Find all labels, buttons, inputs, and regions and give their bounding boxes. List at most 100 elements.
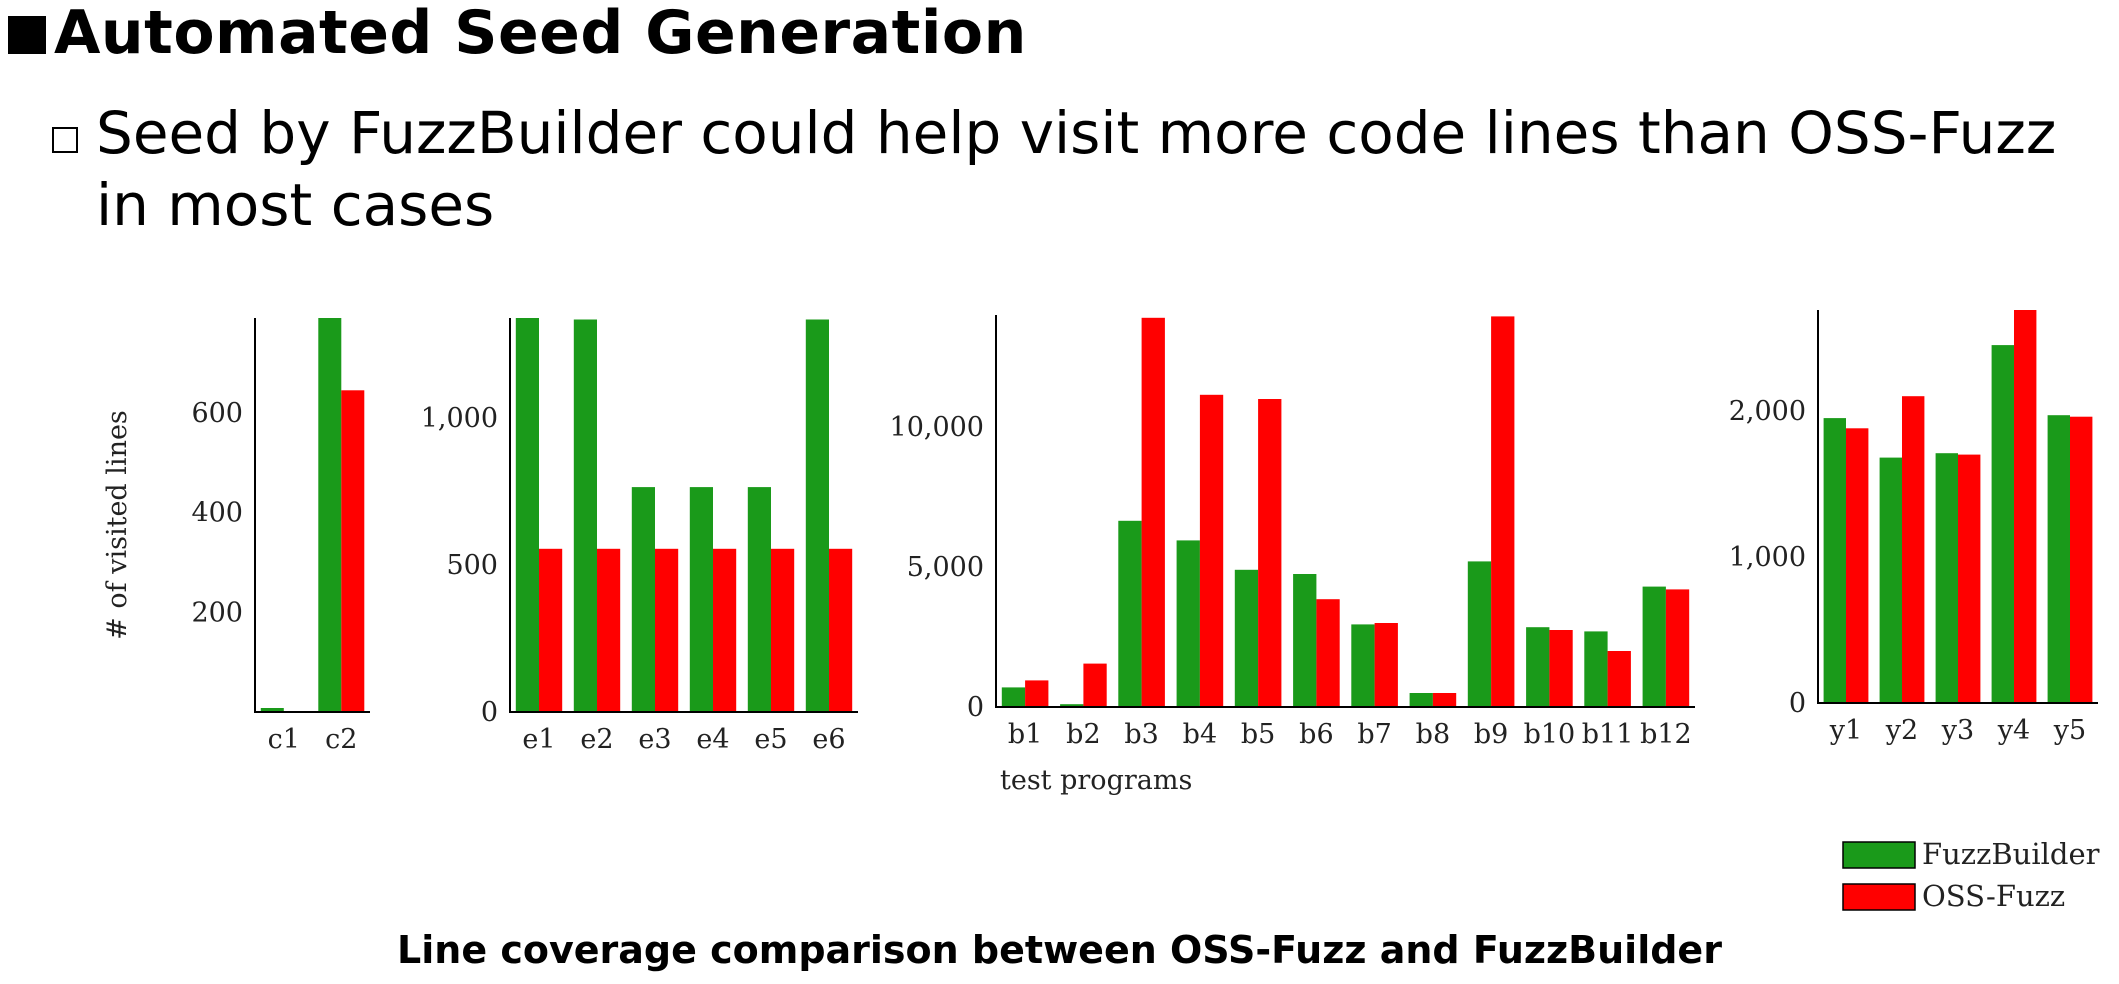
x-tick-label-c1: c1	[268, 724, 300, 755]
bar-oss-fuzz-b12	[1665, 589, 1690, 707]
bar-fuzzbuilder-e5	[747, 487, 771, 712]
y-tick-label-2-1: 500	[446, 550, 498, 581]
y-tick-label-3-0: 0	[967, 692, 984, 723]
y-tick-label-2-0: 0	[481, 697, 498, 728]
bar-oss-fuzz-e1	[539, 548, 563, 712]
legend-swatch-oss-fuzz	[1842, 883, 1916, 911]
y-tick-label-4-1: 1,000	[1729, 542, 1806, 573]
bar-oss-fuzz-b2	[1083, 663, 1107, 707]
bar-fuzzbuilder-b7	[1351, 624, 1375, 707]
title-row: Automated Seed Generation	[8, 0, 1027, 68]
bar-oss-fuzz-b9	[1491, 316, 1515, 707]
slide-title: Automated Seed Generation	[54, 0, 1027, 68]
bar-fuzzbuilder-b1	[1001, 687, 1026, 707]
bar-fuzzbuilder-y4	[1991, 345, 2014, 703]
bar-oss-fuzz-c2	[341, 390, 365, 712]
bar-fuzzbuilder-c1	[260, 708, 284, 712]
x-tick-label-b2: b2	[1066, 719, 1100, 750]
x-tick-label-b11: b11	[1582, 719, 1634, 750]
x-tick-label-e5: e5	[754, 724, 787, 755]
y-tick-label-4-2: 2,000	[1729, 396, 1806, 427]
bar-oss-fuzz-y5	[2070, 416, 2093, 703]
bar-fuzzbuilder-c2	[318, 318, 342, 712]
bar-oss-fuzz-b5	[1258, 399, 1282, 707]
bar-oss-fuzz-e3	[655, 548, 679, 712]
bar-oss-fuzz-y3	[1958, 454, 1981, 703]
bar-fuzzbuilder-b4	[1176, 540, 1200, 707]
bar-fuzzbuilder-y3	[1935, 453, 1958, 703]
legend-label-fuzzbuilder: FuzzBuilder	[1922, 837, 2100, 871]
x-tick-label-e6: e6	[812, 724, 845, 755]
bar-oss-fuzz-e5	[771, 548, 795, 712]
x-tick-label-e2: e2	[580, 724, 613, 755]
y-tick-label-3-1: 5,000	[907, 552, 984, 583]
bar-oss-fuzz-b1	[1025, 680, 1049, 707]
figure-caption: Line coverage comparison between OSS-Fuz…	[397, 928, 1722, 972]
bar-fuzzbuilder-b6	[1293, 574, 1317, 707]
hollow-square-bullet-icon	[52, 127, 78, 153]
x-tick-label-y2: y2	[1885, 715, 1918, 746]
bar-oss-fuzz-b10	[1549, 630, 1573, 707]
bar-oss-fuzz-y4	[2014, 310, 2037, 703]
x-tick-label-b4: b4	[1183, 719, 1217, 750]
x-tick-label-b1: b1	[1008, 719, 1042, 750]
x-tick-label-b8: b8	[1416, 719, 1450, 750]
bar-oss-fuzz-b11	[1607, 651, 1631, 707]
y-axis-title: # of visited lines	[102, 410, 133, 640]
y-tick-label-1-2: 600	[191, 398, 243, 429]
y-tick-label-1-1: 400	[191, 498, 243, 529]
bar-fuzzbuilder-b11	[1584, 631, 1608, 707]
x-tick-label-e4: e4	[696, 724, 729, 755]
subtitle-row: Seed by FuzzBuilder could help visit mor…	[52, 97, 2096, 241]
bar-oss-fuzz-b3	[1141, 317, 1165, 707]
bar-fuzzbuilder-b5	[1234, 569, 1259, 707]
bar-fuzzbuilder-y2	[1879, 457, 1902, 703]
bar-oss-fuzz-y2	[1902, 396, 1925, 703]
legend-label-oss-fuzz: OSS-Fuzz	[1922, 879, 2065, 913]
bar-oss-fuzz-b6	[1316, 599, 1340, 707]
y-tick-label-4-0: 0	[1789, 688, 1806, 719]
x-tick-label-y5: y5	[2053, 715, 2086, 746]
bar-oss-fuzz-b8	[1432, 693, 1457, 707]
bar-fuzzbuilder-e1	[515, 318, 539, 712]
y-tick-label-3-2: 10,000	[890, 412, 984, 443]
bar-fuzzbuilder-b12	[1642, 586, 1666, 707]
bar-fuzzbuilder-b9	[1467, 561, 1492, 707]
x-tick-label-e1: e1	[522, 724, 555, 755]
x-tick-label-b7: b7	[1357, 719, 1391, 750]
bar-fuzzbuilder-y5	[2047, 415, 2070, 703]
bar-oss-fuzz-e6	[829, 548, 853, 712]
bar-fuzzbuilder-b2	[1060, 704, 1084, 707]
bar-fuzzbuilder-e4	[689, 487, 713, 712]
x-axis-title: test programs	[1000, 765, 1192, 796]
bar-fuzzbuilder-b3	[1118, 520, 1142, 707]
legend-swatch-fuzzbuilder	[1842, 841, 1916, 869]
x-tick-label-b6: b6	[1299, 719, 1333, 750]
bar-fuzzbuilder-e3	[631, 487, 655, 712]
bar-oss-fuzz-e4	[713, 548, 737, 712]
y-tick-label-2-2: 1,000	[421, 403, 498, 434]
x-tick-label-y3: y3	[1941, 715, 1974, 746]
bar-fuzzbuilder-b10	[1526, 627, 1550, 707]
y-tick-label-1-0: 200	[191, 597, 243, 628]
bar-fuzzbuilder-b8	[1409, 693, 1433, 707]
slide-subtitle: Seed by FuzzBuilder could help visit mor…	[96, 99, 2057, 239]
x-tick-label-e3: e3	[638, 724, 671, 755]
x-tick-label-c2: c2	[325, 724, 357, 755]
x-tick-label-y4: y4	[1997, 715, 2030, 746]
x-tick-label-b9: b9	[1474, 719, 1508, 750]
x-tick-label-b10: b10	[1524, 719, 1576, 750]
x-tick-label-y1: y1	[1829, 715, 1862, 746]
x-tick-label-b12: b12	[1640, 719, 1692, 750]
bar-oss-fuzz-e2	[597, 548, 621, 712]
x-tick-label-b3: b3	[1124, 719, 1158, 750]
bar-fuzzbuilder-e6	[805, 319, 829, 712]
bar-oss-fuzz-b4	[1199, 394, 1224, 707]
bar-fuzzbuilder-e2	[573, 319, 597, 712]
bar-oss-fuzz-y1	[1846, 428, 1869, 703]
bar-fuzzbuilder-y1	[1823, 418, 1846, 703]
bar-oss-fuzz-b7	[1374, 623, 1398, 707]
square-bullet-icon	[8, 16, 46, 54]
x-tick-label-b5: b5	[1241, 719, 1275, 750]
